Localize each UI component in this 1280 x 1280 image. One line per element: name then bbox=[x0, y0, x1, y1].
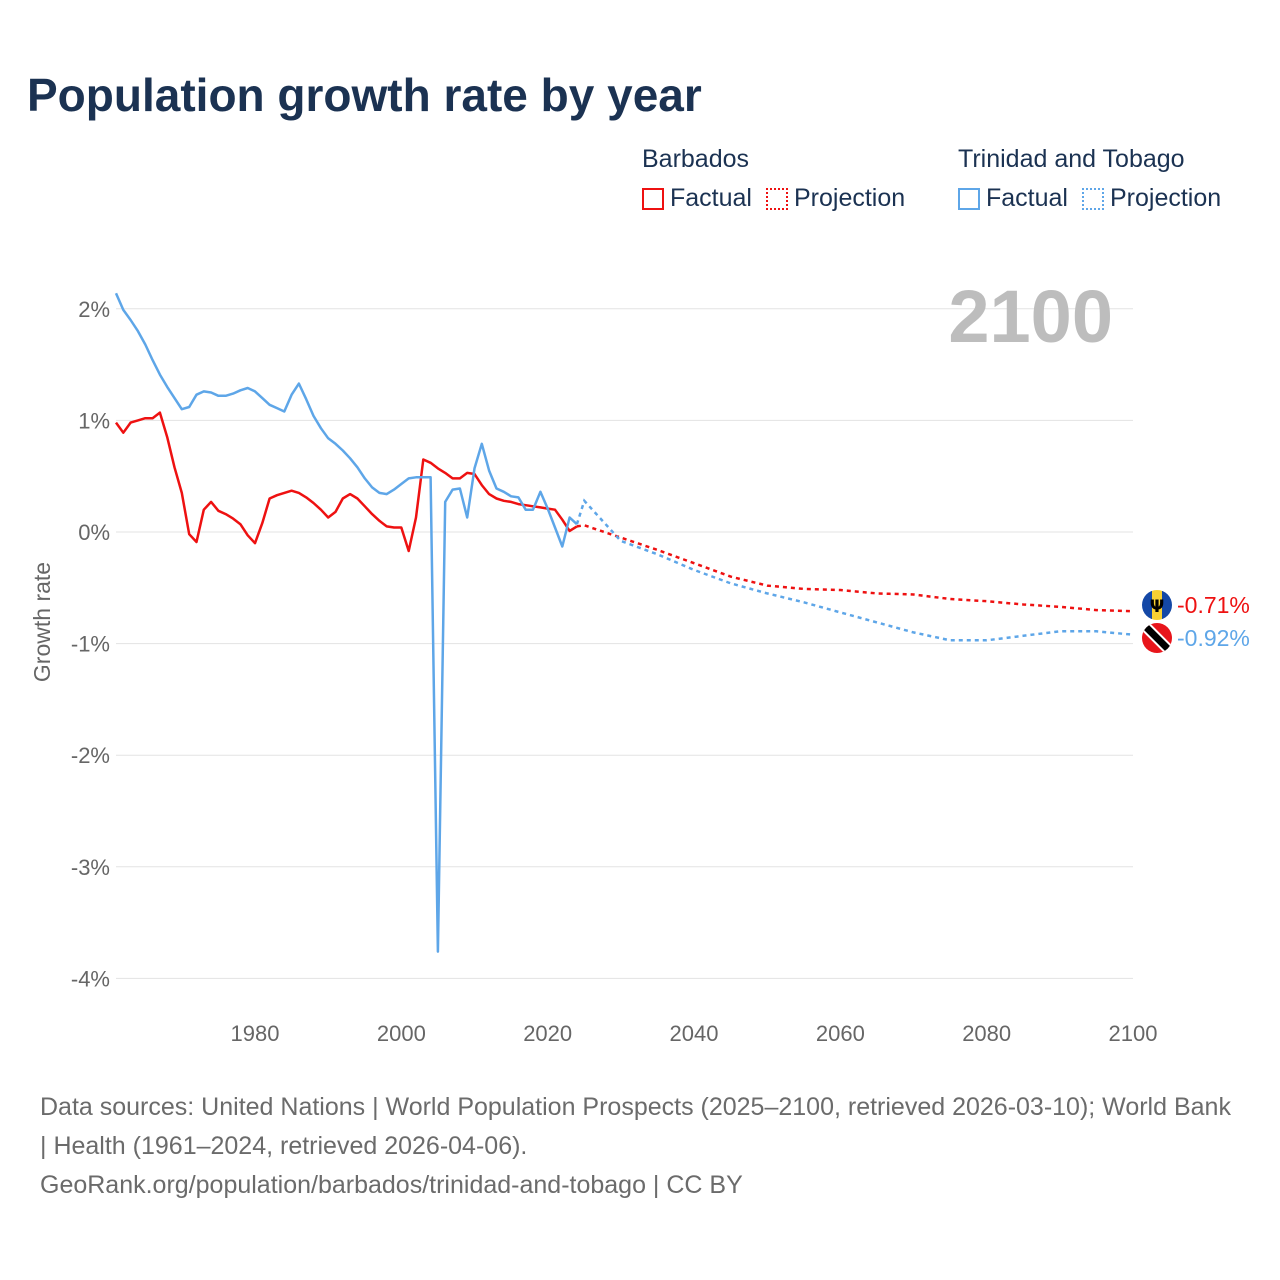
y-tick-label: -3% bbox=[71, 855, 110, 880]
legend-group-title: Barbados bbox=[642, 145, 750, 173]
source-text: Data sources: United Nations | World Pop… bbox=[40, 1093, 1231, 1160]
end-value-label: -0.92% bbox=[1177, 625, 1250, 651]
legend-label: Factual bbox=[670, 184, 752, 212]
x-tick-label: 2080 bbox=[962, 1021, 1011, 1046]
legend-swatch bbox=[765, 187, 788, 210]
series-line-projection-0[interactable] bbox=[576, 524, 1134, 613]
x-tick-label: 2100 bbox=[1109, 1021, 1158, 1046]
svg-text:Ψ: Ψ bbox=[1150, 597, 1164, 617]
legend-item-barbados-factual[interactable]: Factual bbox=[642, 184, 752, 213]
series-line-factual-0[interactable] bbox=[114, 411, 578, 553]
chart-title: Population growth rate by year bbox=[27, 69, 702, 121]
x-tick-label: 2000 bbox=[377, 1021, 426, 1046]
source-note: Data sources: United Nations | World Pop… bbox=[40, 1088, 1240, 1205]
legend-swatch bbox=[642, 187, 664, 210]
y-tick-label: 2% bbox=[78, 297, 110, 322]
end-value-label: -0.71% bbox=[1177, 592, 1250, 618]
x-tick-label: 2020 bbox=[523, 1021, 572, 1046]
y-tick-label: -4% bbox=[71, 966, 110, 991]
y-axis-label: Growth rate bbox=[29, 562, 55, 682]
legend-group-title: Trinidad and Tobago bbox=[958, 145, 1185, 173]
legend-group-trinidad: Trinidad and Tobago Factual Projection bbox=[958, 145, 1221, 213]
y-tick-label: -1% bbox=[71, 632, 110, 657]
trinidad-flag-icon bbox=[1142, 623, 1172, 653]
legend-item-barbados-projection[interactable]: Projection bbox=[765, 184, 906, 213]
x-tick-label: 2060 bbox=[816, 1021, 865, 1046]
legend-group-barbados: Barbados Factual Projection bbox=[642, 145, 905, 213]
legend-item-trinidad-factual[interactable]: Factual bbox=[958, 184, 1068, 213]
y-tick-label: 0% bbox=[78, 520, 110, 545]
year-label: 2100 bbox=[948, 275, 1113, 358]
series-line-factual-1[interactable] bbox=[114, 292, 578, 953]
series-line-projection-1[interactable] bbox=[575, 498, 1134, 642]
legend-label: Projection bbox=[1109, 184, 1222, 212]
x-tick-label: 2040 bbox=[670, 1021, 719, 1046]
y-tick-label: 1% bbox=[78, 408, 110, 433]
legend-item-trinidad-projection[interactable]: Projection bbox=[1081, 184, 1222, 213]
y-tick-label: -2% bbox=[71, 743, 110, 768]
legend-swatch bbox=[1081, 187, 1104, 210]
source-link[interactable]: GeoRank.org/population/barbados/trinidad… bbox=[40, 1171, 743, 1199]
legend-label: Projection bbox=[793, 184, 906, 212]
legend-swatch bbox=[958, 187, 980, 210]
barbados-flag-icon: Ψ bbox=[1142, 590, 1172, 620]
x-tick-label: 1980 bbox=[231, 1021, 280, 1046]
legend-label: Factual bbox=[986, 184, 1068, 212]
